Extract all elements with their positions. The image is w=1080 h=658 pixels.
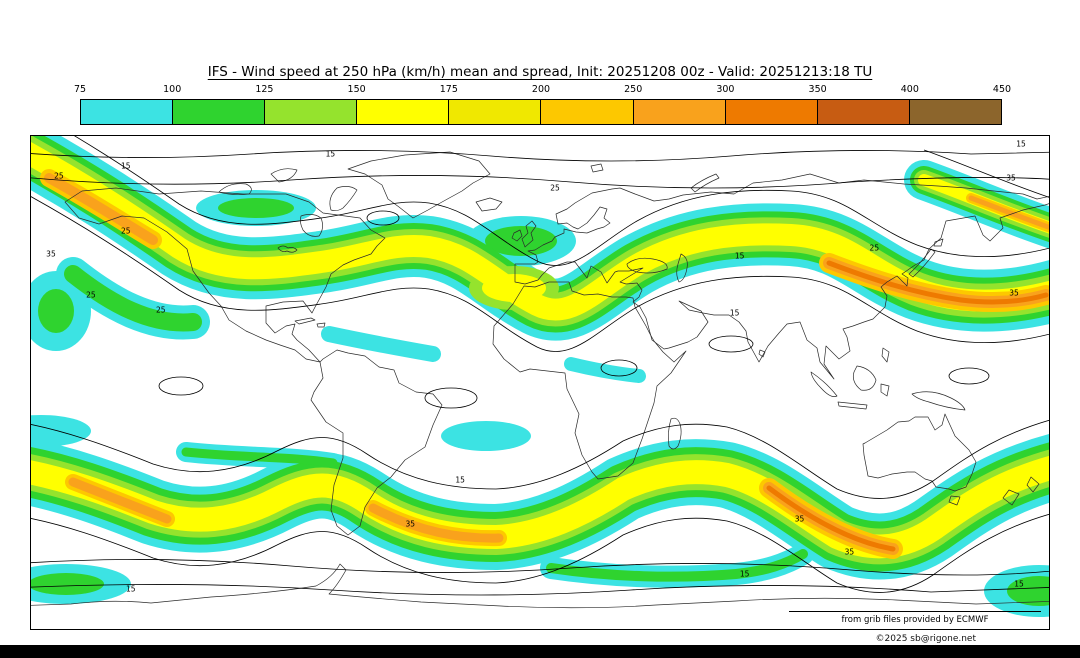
colorbar-tick-label: 300 bbox=[716, 84, 735, 95]
colorbar bbox=[80, 99, 1002, 125]
copyright-text: ©2025 sb@rigone.net bbox=[875, 634, 976, 644]
colorbar-segment bbox=[908, 100, 1001, 124]
colorbar-tick-label: 75 bbox=[73, 84, 87, 95]
world-map: 15 25 35 25 25 25 15 25 15 15 25 35 35 15 15 35 35 35 15 15… bbox=[30, 135, 1050, 630]
wind-speed-bands bbox=[31, 141, 1049, 617]
colorbar-tick-label: 250 bbox=[624, 84, 643, 95]
colorbar-tick-label: 200 bbox=[531, 84, 551, 95]
colorbar-segment bbox=[172, 100, 265, 124]
colorbar-tick-label: 125 bbox=[255, 84, 274, 95]
colorbar-segment bbox=[540, 100, 633, 124]
colorbar-ticks: 75 100 125 150 175 200 250 300 350 400 450 bbox=[74, 84, 1011, 97]
colorbar-segment bbox=[816, 100, 909, 124]
colorbar-tick-label: 150 bbox=[347, 84, 366, 95]
colorbar-tick-label: 175 bbox=[439, 84, 458, 95]
coastlines bbox=[31, 151, 1049, 609]
colorbar-segment bbox=[81, 100, 173, 124]
attribution-source: from grib files provided by ECMWF bbox=[789, 611, 1041, 625]
colorbar-segment bbox=[448, 100, 541, 124]
chart-title: IFS - Wind speed at 250 hPa (km/h) mean … bbox=[207, 64, 873, 80]
map-canvas bbox=[31, 136, 1049, 617]
footer-bar bbox=[0, 645, 1080, 658]
colorbar-segment bbox=[724, 100, 817, 124]
colorbar-tick-label: 100 bbox=[163, 84, 182, 95]
colorbar-segment bbox=[632, 100, 725, 124]
colorbar-tick-label: 350 bbox=[808, 84, 827, 95]
colorbar-tick-label: 400 bbox=[900, 84, 919, 95]
colorbar-segment bbox=[356, 100, 449, 124]
colorbar-segment bbox=[264, 100, 357, 124]
spread-contours bbox=[31, 136, 1049, 596]
colorbar-tick-label: 450 bbox=[992, 84, 1012, 95]
